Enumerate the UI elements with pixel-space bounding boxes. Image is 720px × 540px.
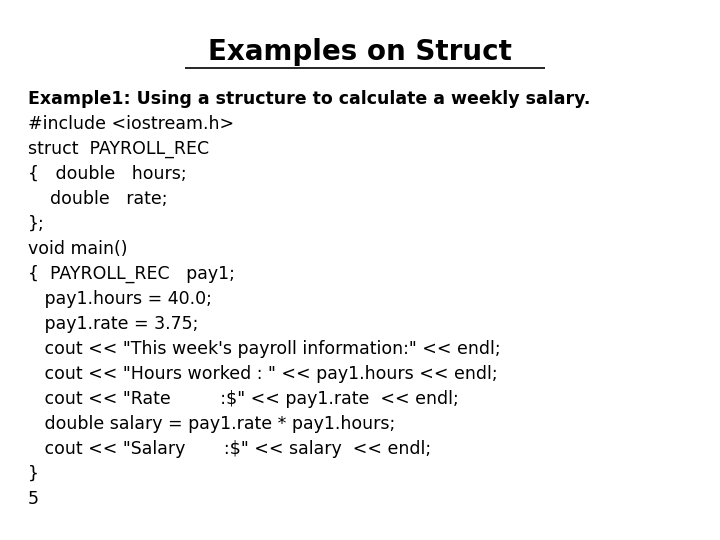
Text: {   double   hours;: { double hours;: [28, 165, 186, 183]
Text: Example1: Using a structure to calculate a weekly salary.: Example1: Using a structure to calculate…: [28, 90, 590, 108]
Text: Examples on Struct: Examples on Struct: [208, 38, 512, 66]
Text: cout << "Salary       :$" << salary  << endl;: cout << "Salary :$" << salary << endl;: [28, 440, 431, 458]
Text: cout << "Rate         :$" << pay1.rate  << endl;: cout << "Rate :$" << pay1.rate << endl;: [28, 390, 459, 408]
Text: #include <iostream.h>: #include <iostream.h>: [28, 115, 234, 133]
Text: {  PAYROLL_REC   pay1;: { PAYROLL_REC pay1;: [28, 265, 235, 284]
Text: double salary = pay1.rate * pay1.hours;: double salary = pay1.rate * pay1.hours;: [28, 415, 395, 433]
Text: 5: 5: [28, 490, 39, 508]
Text: pay1.rate = 3.75;: pay1.rate = 3.75;: [28, 315, 199, 333]
Text: cout << "This week's payroll information:" << endl;: cout << "This week's payroll information…: [28, 340, 500, 358]
Text: };: };: [28, 215, 45, 233]
Text: cout << "Hours worked : " << pay1.hours << endl;: cout << "Hours worked : " << pay1.hours …: [28, 365, 498, 383]
Text: }: }: [28, 465, 39, 483]
Text: pay1.hours = 40.0;: pay1.hours = 40.0;: [28, 290, 212, 308]
Text: struct  PAYROLL_REC: struct PAYROLL_REC: [28, 140, 209, 158]
Text: double   rate;: double rate;: [28, 190, 168, 208]
Text: void main(): void main(): [28, 240, 127, 258]
